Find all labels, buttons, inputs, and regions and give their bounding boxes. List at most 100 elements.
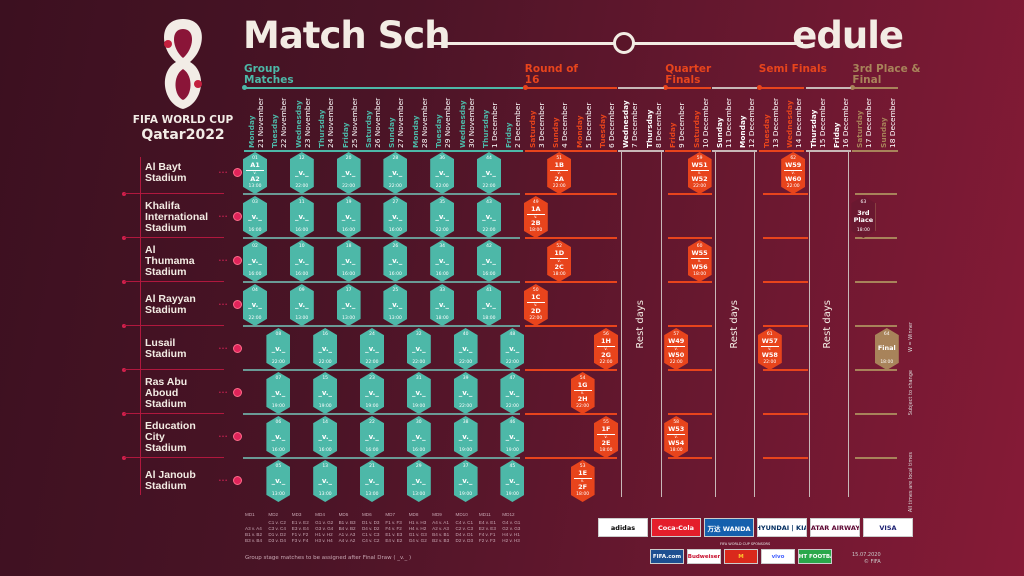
match-card[interactable]: 11 _v._ 16:00 bbox=[289, 196, 314, 238]
match-card[interactable]: 41 _v._ 18:00 bbox=[477, 284, 501, 326]
match-card[interactable]: 48 _v._ 22:00 bbox=[500, 328, 525, 370]
match-card[interactable]: 12 _v._ 22:00 bbox=[289, 152, 314, 194]
row-separator bbox=[243, 237, 520, 239]
day-label: Tuesday 6 December bbox=[598, 94, 620, 148]
match-number: 46 bbox=[509, 420, 516, 425]
match-card[interactable]: 23 _v._ 19:00 bbox=[360, 372, 384, 414]
matchday-pair: B2 v. B3 bbox=[432, 538, 450, 543]
teams-tbd: _v._ bbox=[411, 388, 426, 397]
match-number: 47 bbox=[509, 376, 516, 381]
match-card[interactable]: 07 _v._ 19:00 bbox=[266, 372, 291, 414]
match-card[interactable]: 14 _v._ 16:00 bbox=[313, 416, 338, 458]
home-team: W57 bbox=[761, 337, 778, 345]
match-card[interactable]: 26 _v._ 16:00 bbox=[383, 240, 408, 282]
row-separator bbox=[525, 369, 617, 371]
teams-tbd: _v._ bbox=[294, 212, 309, 221]
match-card[interactable]: 40 _v._ 22:00 bbox=[453, 328, 478, 370]
match-card[interactable]: 10 _v._ 16:00 bbox=[289, 240, 314, 282]
match-card[interactable]: 01 A1 v. A2 13:00 bbox=[243, 152, 267, 194]
kickoff-time: 19:00 bbox=[459, 448, 473, 453]
match-card[interactable]: 20 _v._ 22:00 bbox=[336, 152, 361, 194]
match-card[interactable]: 46 _v._ 19:00 bbox=[500, 416, 525, 458]
kickoff-time: 16:00 bbox=[295, 272, 309, 277]
match-card[interactable]: 58 W53 v. W54 18:00 bbox=[664, 416, 689, 458]
match-card[interactable]: 55 1F v. 2E 18:00 bbox=[594, 416, 618, 458]
match-number: 05 bbox=[275, 464, 282, 469]
match-card[interactable]: 18 _v._ 16:00 bbox=[336, 240, 361, 282]
match-card[interactable]: 16 _v._ 22:00 bbox=[313, 328, 338, 370]
sponsor-logo: VISA bbox=[863, 518, 913, 537]
match-card[interactable]: 13 _v._ 13:00 bbox=[313, 460, 338, 502]
match-card[interactable]: 54 1G v. 2H 22:00 bbox=[570, 372, 595, 414]
match-card[interactable]: 28 _v._ 22:00 bbox=[383, 152, 408, 194]
match-card[interactable]: 62 W59 v. W60 22:00 bbox=[781, 152, 806, 194]
match-card[interactable]: 08 _v._ 22:00 bbox=[266, 328, 291, 370]
match-card[interactable]: 05 _v._ 13:00 bbox=[266, 460, 291, 502]
match-card[interactable]: 33 _v._ 18:00 bbox=[430, 284, 455, 326]
match-card[interactable]: 31 _v._ 19:00 bbox=[406, 372, 431, 414]
match-card[interactable]: 61 W57 v. W58 22:00 bbox=[757, 328, 782, 370]
match-card[interactable]: 19 _v._ 16:00 bbox=[336, 196, 361, 238]
match-card[interactable]: 09 _v._ 13:00 bbox=[289, 284, 314, 326]
match-card[interactable]: 24 _v._ 22:00 bbox=[360, 328, 384, 370]
matchday-label: MD6 bbox=[361, 512, 372, 517]
match-card[interactable]: 15 _v._ 19:00 bbox=[313, 372, 338, 414]
match-card[interactable]: 27 _v._ 16:00 bbox=[383, 196, 408, 238]
match-card[interactable]: 38 _v._ 19:00 bbox=[453, 416, 478, 458]
match-card[interactable]: 35 _v._ 22:00 bbox=[430, 196, 455, 238]
match-card[interactable]: 51 1B v. 2A 22:00 bbox=[547, 152, 572, 194]
date: 1 December bbox=[490, 102, 499, 148]
logo-text: FIFA WORLD CUP bbox=[132, 114, 234, 126]
match-card[interactable]: 30 _v._ 16:00 bbox=[406, 416, 431, 458]
matchday-column: MD3 E1 v. E2 E3 v. E4 F1 v. F2 F3 v. F4 bbox=[292, 512, 315, 544]
match-card[interactable]: 64 Final 18:00 bbox=[874, 328, 899, 370]
phase-dot bbox=[663, 85, 669, 90]
match-card[interactable]: 06 _v._ 16:00 bbox=[266, 416, 291, 458]
kickoff-time: 18:00 bbox=[482, 316, 496, 321]
teams-tbd: _v._ bbox=[411, 344, 426, 353]
match-number: 52 bbox=[556, 244, 563, 249]
match-card[interactable]: 42 _v._ 16:00 bbox=[477, 240, 501, 282]
match-card[interactable]: 34 _v._ 16:00 bbox=[430, 240, 455, 282]
match-card[interactable]: 21 _v._ 13:00 bbox=[360, 460, 384, 502]
match-card[interactable]: 32 _v._ 22:00 bbox=[406, 328, 431, 370]
matchday-pair: B1 v. B3 bbox=[338, 520, 356, 525]
match-card[interactable]: 47 _v._ 22:00 bbox=[500, 372, 525, 414]
matchday-label: MD4 bbox=[315, 512, 325, 517]
match-card[interactable]: 03 _v._ 16:00 bbox=[243, 196, 267, 238]
match-card[interactable]: 02 _v._ 16:00 bbox=[243, 240, 267, 282]
match-card[interactable]: 45 _v._ 19:00 bbox=[500, 460, 525, 502]
match-card[interactable]: 59 W51 v. W52 22:00 bbox=[687, 152, 712, 194]
match-card[interactable]: 60 W55 v. W56 18:00 bbox=[687, 240, 712, 282]
match-card[interactable]: 43 _v._ 22:00 bbox=[477, 196, 501, 238]
match-number: 23 bbox=[369, 376, 375, 381]
match-card[interactable]: 63 3rd Place 18:00 bbox=[851, 196, 876, 238]
match-card[interactable]: 53 1E v. 2F 18:00 bbox=[570, 460, 595, 502]
match-card[interactable]: 39 _v._ 22:00 bbox=[453, 372, 478, 414]
match-card[interactable]: 04 _v._ 22:00 bbox=[243, 284, 267, 326]
match-card[interactable]: 49 1A v. 2B 18:00 bbox=[523, 196, 548, 238]
day-label: Wednesday 23 November bbox=[294, 94, 316, 148]
match-card[interactable]: 57 W49 v. W50 22:00 bbox=[664, 328, 689, 370]
row-separator bbox=[243, 369, 520, 371]
kickoff-time: 22:00 bbox=[342, 184, 356, 189]
match-card[interactable]: 17 _v._ 13:00 bbox=[336, 284, 361, 326]
kickoff-time: 18:00 bbox=[599, 448, 613, 453]
match-card[interactable]: 36 _v._ 22:00 bbox=[430, 152, 455, 194]
match-card[interactable]: 52 1D v. 2C 18:00 bbox=[547, 240, 572, 282]
match-card[interactable]: 44 _v._ 22:00 bbox=[477, 152, 501, 194]
match-card[interactable]: 50 1C v. 2D 22:00 bbox=[523, 284, 548, 326]
teams-tbd: _v._ bbox=[458, 432, 473, 441]
stadium-connector: • • • bbox=[219, 344, 242, 353]
match-card[interactable]: 56 1H v. 2G 22:00 bbox=[594, 328, 618, 370]
match-card[interactable]: 29 _v._ 13:00 bbox=[406, 460, 431, 502]
match-card[interactable]: 22 _v._ 16:00 bbox=[360, 416, 384, 458]
match-card[interactable]: 37 _v._ 19:00 bbox=[453, 460, 478, 502]
date: 17 December bbox=[864, 97, 874, 148]
weekday: Tuesday bbox=[434, 114, 444, 148]
rest-divider bbox=[848, 152, 849, 497]
match-card[interactable]: 25 _v._ 13:00 bbox=[383, 284, 408, 326]
row-dot bbox=[122, 192, 126, 196]
row-separator bbox=[668, 237, 712, 239]
logo-subtext: Qatar2022 bbox=[141, 127, 225, 143]
